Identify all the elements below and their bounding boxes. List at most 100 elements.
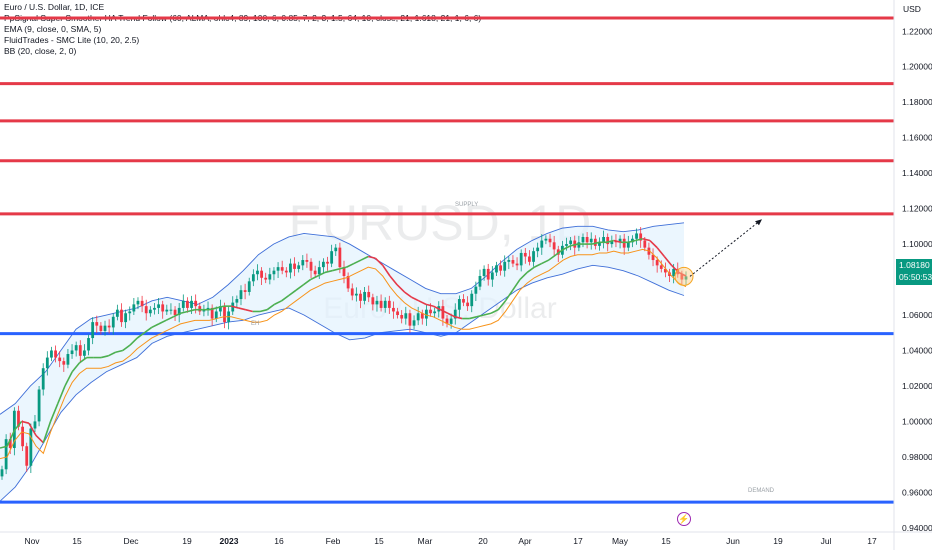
candle-body (342, 267, 346, 276)
candle-body (33, 421, 37, 429)
lightning-icon[interactable]: ⚡ (677, 512, 691, 526)
price-tick-label: 1.10000 (902, 239, 932, 249)
time-axis[interactable]: Nov 15 Dec 19 2023 16 Feb 15 Mar 20 Apr 17 May 15 Jun 1… (0, 531, 932, 546)
trend-segment (259, 308, 268, 313)
trend-segment (541, 259, 550, 265)
candle-body (680, 274, 684, 280)
candle-body (173, 309, 177, 316)
candle-body (511, 260, 515, 264)
trend-segment (230, 305, 239, 309)
bb-fill (0, 222, 684, 502)
price-tick-label: 1.20000 (902, 62, 932, 72)
projection-arrowhead (755, 219, 762, 226)
legend-title: Euro / U.S. Dollar, 1D, ICE (4, 2, 105, 12)
trend-segment (57, 385, 66, 404)
price-tick-label: 1.14000 (902, 168, 932, 178)
candle-body (301, 260, 305, 266)
trend-segment (534, 262, 542, 268)
candle-body (58, 357, 62, 362)
trend-segment (281, 294, 290, 302)
legend-indicator-ema[interactable]: EMA (9, close, 0, SMA, 5) (4, 24, 102, 34)
candle-body (115, 309, 119, 317)
trend-segment (331, 268, 340, 272)
time-tick-label: 15 (72, 536, 82, 546)
candle-body (21, 426, 25, 447)
price-tick-label: 1.04000 (902, 345, 932, 355)
candle-body (334, 247, 338, 252)
time-tick-label: Feb (326, 536, 341, 546)
candle-body (202, 309, 206, 312)
candle-body (317, 267, 321, 275)
candle-body (383, 300, 387, 308)
candle-body (453, 309, 457, 319)
candle-body (598, 242, 601, 246)
candle-body (610, 240, 614, 245)
time-tick-label: Jul (821, 536, 832, 546)
trend-segment (302, 278, 311, 286)
trend-segment (35, 435, 44, 444)
trend-segment (504, 289, 514, 302)
candle-body (532, 251, 535, 262)
trend-segment (548, 254, 557, 261)
candle-body (70, 350, 74, 355)
trend-segment (425, 303, 434, 307)
candle-body (396, 311, 399, 316)
time-tick-label: 2023 (220, 536, 239, 546)
candle-body (305, 260, 309, 262)
legend-indicator-fluidtrades[interactable]: FluidTrades - SMC Lite (10, 20, 2.5) (4, 35, 140, 45)
highlight-circle (674, 266, 694, 286)
candle-body (577, 242, 581, 248)
candle-body (132, 304, 136, 312)
candle-body (136, 300, 140, 305)
price-tick-label: 1.22000 (902, 26, 932, 36)
candle-body (495, 265, 498, 273)
candle-body (400, 315, 404, 319)
candle-body (618, 238, 622, 243)
candle-body (280, 267, 284, 271)
trend-segment (555, 248, 564, 256)
candle-body (655, 260, 659, 266)
candle-body (589, 238, 593, 243)
candle-body (639, 233, 643, 241)
currency-label: USD (903, 4, 921, 14)
horizontal-levels[interactable] (0, 16, 894, 504)
trend-segment (64, 371, 73, 387)
candle-body (243, 290, 247, 292)
trend-segment (339, 266, 347, 270)
candle-body (95, 322, 99, 326)
candle-body (74, 345, 78, 351)
candle-body (507, 260, 511, 262)
price-tick-label: 1.02000 (902, 381, 932, 391)
candle-body (251, 274, 255, 282)
trend-segment (129, 337, 138, 346)
trend-segment (13, 420, 23, 431)
time-tick-label: Nov (24, 536, 40, 546)
demand-zone-label: DEMAND (748, 488, 775, 494)
candle-body (338, 247, 342, 268)
candle-body (581, 236, 585, 243)
candle-body (169, 309, 173, 311)
trend-segment (187, 308, 196, 313)
candle-body (190, 300, 193, 308)
ema-line (0, 248, 687, 460)
candle-body (321, 261, 325, 268)
candle-body (313, 270, 317, 275)
candle-body (425, 309, 428, 319)
bollinger-bands (0, 222, 685, 502)
legend-indicator-bb[interactable]: BB (20, close, 2, 0) (4, 46, 77, 56)
support-level-label: EH (251, 321, 259, 327)
time-tick-label: Mar (418, 536, 433, 546)
price-tick-label: 1.12000 (902, 204, 932, 214)
trend-segment (374, 257, 384, 266)
trend-segment (209, 307, 217, 311)
candle-body (635, 233, 638, 239)
trend-segment (78, 356, 88, 364)
candle-body (548, 238, 552, 243)
trend-segment (0, 445, 8, 449)
candle-body (272, 270, 276, 275)
candle-body (408, 313, 412, 326)
candle-body (165, 309, 169, 312)
price-tick-label: 1.18000 (902, 97, 932, 107)
trend-segment (295, 284, 304, 291)
